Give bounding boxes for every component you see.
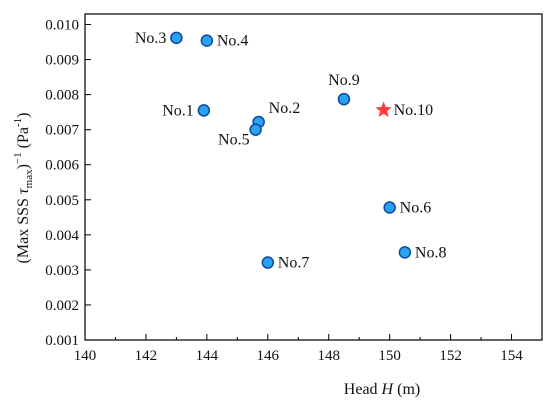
tick-labels: 140 142 144 146 148 150 152 154 0.001 0.002 0.003 0…: [45, 18, 523, 364]
x-tick-label: 150: [378, 348, 401, 364]
y-tick-label: 0.010: [45, 18, 79, 34]
data-point: [398, 246, 412, 259]
point-labels: No.1 No.2 No.3 No.4 No.5 No.6 No.7 No.8 No.9 No.1…: [135, 30, 447, 272]
axis-ticks: [84, 24, 513, 341]
point-label: No.8: [415, 244, 447, 261]
y-tick-label: 0.007: [45, 123, 79, 139]
data-point: [197, 104, 211, 117]
data-point: [337, 92, 351, 106]
y-tick-label: 0.006: [45, 158, 79, 174]
data-point: [383, 201, 396, 214]
point-label: No.10: [394, 102, 434, 119]
data-point: [200, 34, 214, 47]
x-tick-label: 142: [135, 348, 158, 364]
plot-frame: [84, 13, 543, 341]
x-tick-label: 154: [500, 348, 523, 364]
y-tick-label: 0.008: [45, 88, 79, 104]
data-points: [170, 31, 412, 269]
data-point: [261, 256, 275, 269]
x-tick-label: 140: [74, 348, 97, 364]
y-tick-label: 0.004: [45, 228, 79, 244]
y-tick-label: 0.005: [45, 193, 79, 209]
x-tick-label: 152: [439, 348, 462, 364]
point-label: No.1: [162, 102, 194, 119]
point-label: No.4: [217, 33, 249, 50]
data-point-star: [375, 101, 392, 118]
x-axis-title: Head H (m): [344, 381, 420, 398]
x-tick-label: 146: [257, 348, 280, 364]
point-label: No.9: [328, 72, 360, 89]
point-label: No.7: [278, 255, 310, 272]
y-tick-label: 0.003: [45, 263, 79, 279]
point-label: No.6: [400, 199, 432, 216]
data-point: [249, 123, 262, 136]
data-point: [170, 31, 183, 45]
x-tick-label: 148: [317, 348, 340, 364]
point-label: No.2: [269, 100, 301, 117]
y-tick-label: 0.002: [45, 298, 79, 314]
point-label: No.5: [218, 132, 250, 149]
y-axis-title: (Max SSS τmax)−1 (Pa-1): [12, 113, 35, 264]
y-tick-label: 0.009: [45, 53, 79, 69]
y-tick-label: 0.001: [45, 333, 79, 349]
x-tick-label: 144: [196, 348, 219, 364]
point-label: No.3: [135, 30, 167, 47]
